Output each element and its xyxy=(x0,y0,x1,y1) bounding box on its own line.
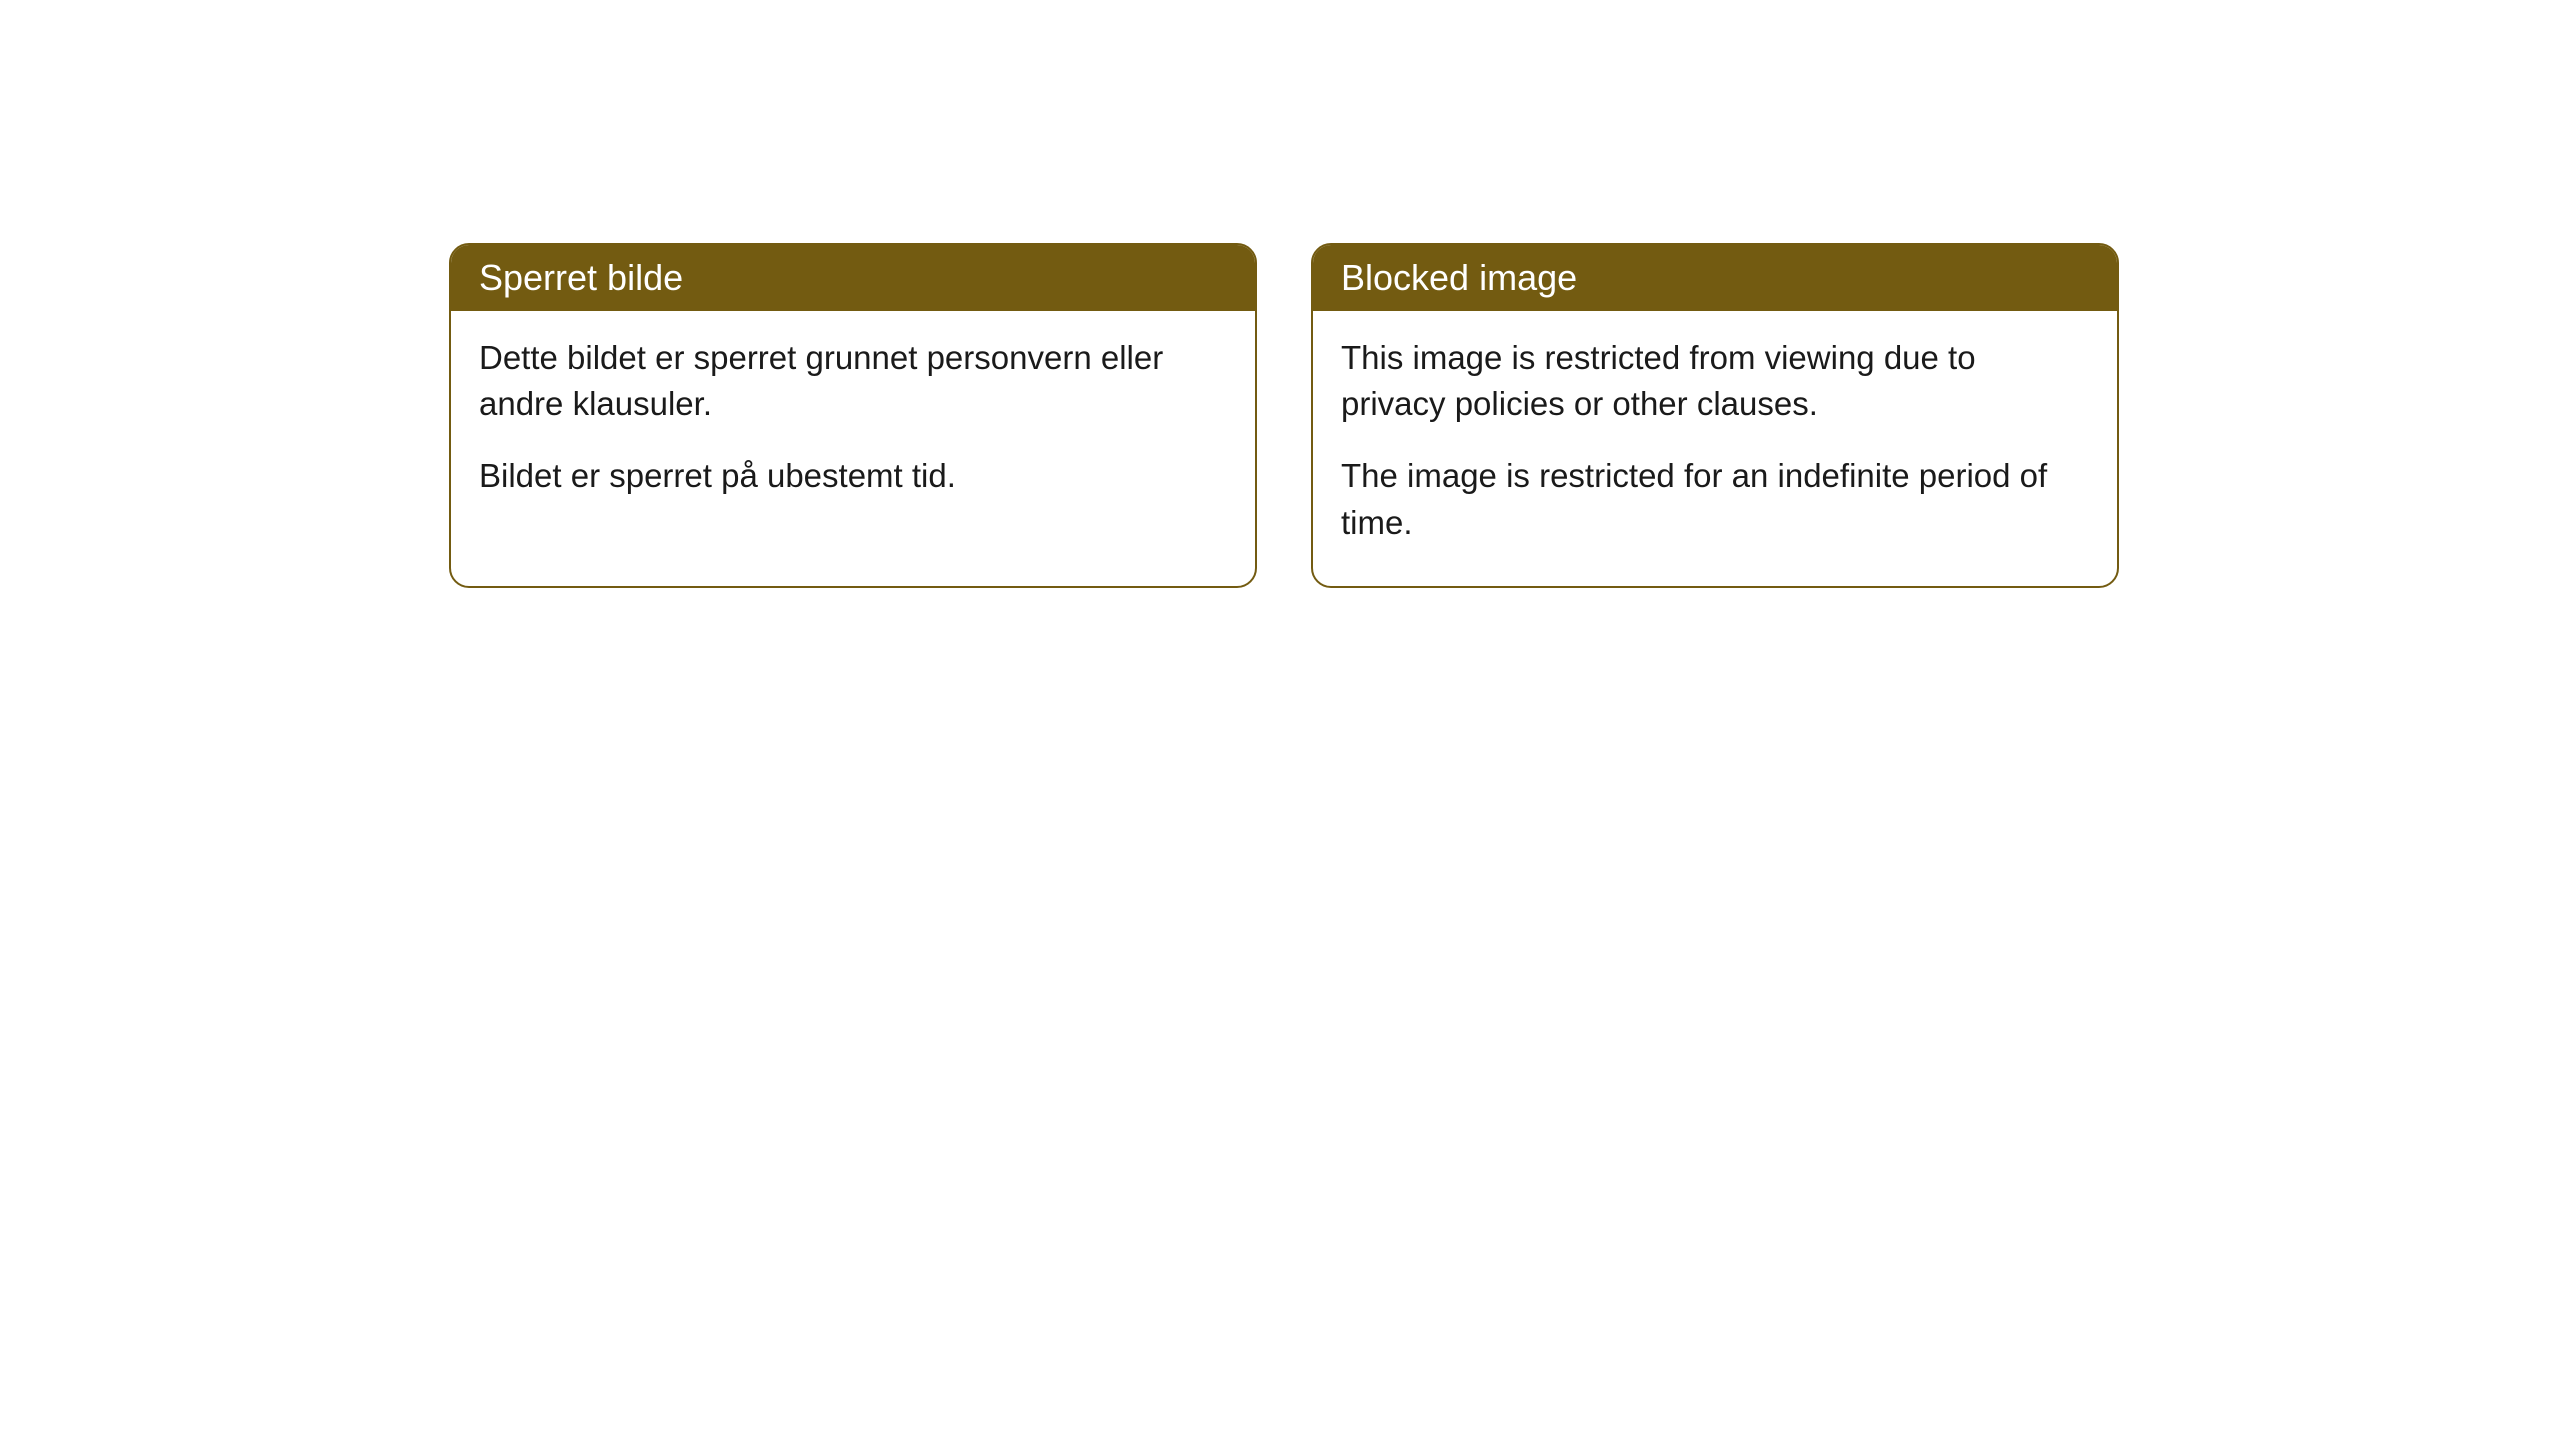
card-title-english: Blocked image xyxy=(1341,257,1577,298)
notice-cards-container: Sperret bilde Dette bildet er sperret gr… xyxy=(449,243,2119,588)
notice-card-norwegian: Sperret bilde Dette bildet er sperret gr… xyxy=(449,243,1257,588)
card-paragraph-english-2: The image is restricted for an indefinit… xyxy=(1341,453,2089,545)
card-paragraph-norwegian-1: Dette bildet er sperret grunnet personve… xyxy=(479,335,1227,427)
card-header-norwegian: Sperret bilde xyxy=(451,245,1255,311)
card-header-english: Blocked image xyxy=(1313,245,2117,311)
card-body-norwegian: Dette bildet er sperret grunnet personve… xyxy=(451,311,1255,540)
card-title-norwegian: Sperret bilde xyxy=(479,257,683,298)
notice-card-english: Blocked image This image is restricted f… xyxy=(1311,243,2119,588)
card-paragraph-english-1: This image is restricted from viewing du… xyxy=(1341,335,2089,427)
card-body-english: This image is restricted from viewing du… xyxy=(1313,311,2117,586)
card-paragraph-norwegian-2: Bildet er sperret på ubestemt tid. xyxy=(479,453,1227,499)
